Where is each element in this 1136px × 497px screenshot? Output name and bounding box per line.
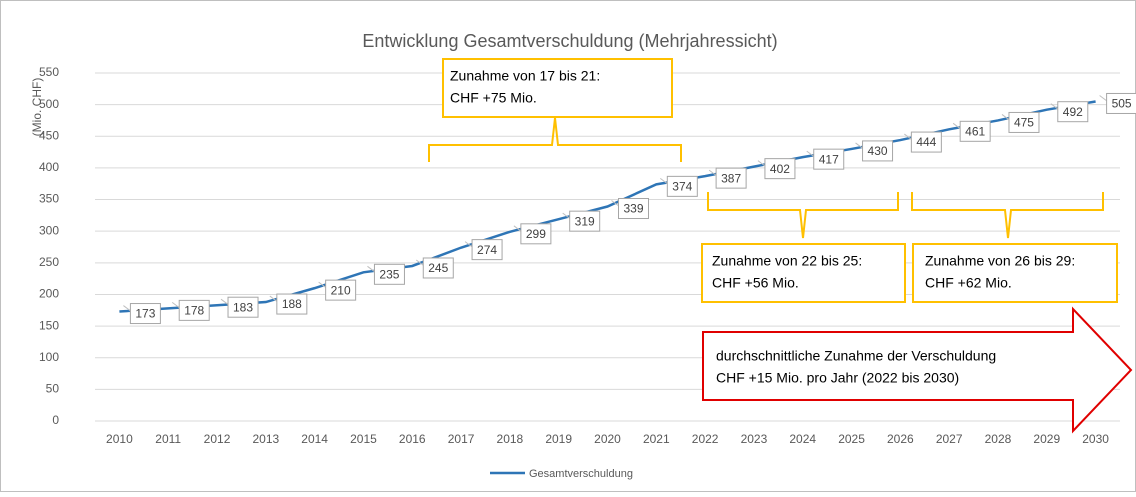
data-label: 319 [575,214,595,228]
x-tick-label: 2010 [106,432,133,446]
annotation-text: CHF +62 Mio. [925,275,1012,291]
data-label: 178 [184,304,204,318]
y-tick-label: 100 [39,350,59,364]
data-label-box [910,131,942,153]
x-tick-label: 2024 [789,432,816,446]
y-tick-label: 500 [39,97,59,111]
data-label-box [1057,101,1089,123]
x-tick-label: 2030 [1082,432,1109,446]
x-tick-label: 2018 [497,432,524,446]
data-label: 374 [672,180,692,194]
bracket [707,192,899,239]
y-tick-label: 300 [39,223,59,237]
data-label: 210 [331,283,351,297]
annotation-text: CHF +75 Mio. [450,90,537,106]
annotation-text: Zunahme von 26 bis 29: [925,253,1075,269]
x-tick-label: 2019 [545,432,572,446]
data-label: 461 [965,124,985,138]
x-tick-label: 2011 [155,432,181,446]
annotations: Zunahme von 17 bis 21: CHF +75 Mio. Zunahm… [428,58,1133,434]
chart-title: Entwicklung Gesamtverschuldung (Mehrjahr… [362,31,777,51]
data-label: 402 [770,162,790,176]
y-tick-label: 550 [39,65,59,79]
data-label: 299 [526,227,546,241]
data-label-box [569,210,601,232]
data-label-box [325,279,357,301]
data-label: 417 [819,152,839,166]
legend-label: Gesamtverschuldung [529,468,633,480]
data-label-box [520,223,552,245]
y-tick-label: 200 [39,287,59,301]
x-tick-label: 2028 [985,432,1012,446]
x-tick-label: 2025 [838,432,865,446]
data-label: 274 [477,243,497,257]
data-label-box [1106,92,1136,114]
x-tick-label: 2020 [594,432,621,446]
annotation-text: durchschnittliche Zunahme der Verschuldu… [716,348,996,364]
y-tick-label: 0 [52,413,59,427]
x-tick-label: 2016 [399,432,426,446]
data-label-box [227,296,259,318]
annotation-text: Zunahme von 22 bis 25: [712,253,862,269]
data-label-box [178,299,210,321]
data-label: 430 [868,144,888,158]
y-tick-label: 400 [39,160,59,174]
annotation-box [442,58,673,118]
y-axis-label: (Mio. CHF) [30,78,44,137]
data-label-box [1008,111,1040,133]
data-label-box [618,198,649,220]
annotation-text: CHF +56 Mio. [712,275,799,291]
data-label: 444 [916,135,936,149]
arrow [702,306,1133,434]
data-label: 475 [1014,116,1034,130]
data-label-box [422,257,454,279]
data-label-box [129,303,161,325]
bracket [911,192,1104,239]
annotation-text: CHF +15 Mio. pro Jahr (2022 bis 2030) [716,370,959,386]
plot: 173 178 183 188 210 235 245 274 299 319 339 374 387 4… [119,92,1136,325]
data-label-box [666,175,698,197]
data-label-box [715,167,747,189]
grid: 0 50 100 150 200 250 300 350 400 450 500 550 2010 201… [39,65,1120,446]
data-label: 387 [721,171,741,185]
x-tick-label: 2012 [204,432,231,446]
data-label-box [373,263,405,285]
annotation-box [701,243,906,303]
x-tick-label: 2029 [1033,432,1060,446]
data-label: 245 [428,261,448,275]
x-tick-label: 2021 [643,432,670,446]
data-label: 183 [233,300,253,314]
y-tick-label: 450 [39,128,59,142]
data-label-box [764,158,796,180]
y-tick-label: 350 [39,192,59,206]
x-tick-label: 2017 [448,432,475,446]
y-tick-label: 50 [46,382,60,396]
data-label-box [276,293,308,315]
data-label: 188 [282,297,302,311]
data-label: 339 [623,202,643,216]
data-label-box [959,120,991,142]
data-label: 505 [1112,97,1132,111]
x-tick-label: 2026 [887,432,914,446]
data-label: 492 [1063,105,1083,119]
x-tick-label: 2015 [350,432,377,446]
y-tick-label: 250 [39,255,59,269]
x-tick-label: 2013 [252,432,279,446]
annotation-text: Zunahme von 17 bis 21: [450,68,600,84]
x-tick-label: 2014 [301,432,328,446]
x-tick-label: 2027 [936,432,963,446]
y-tick-label: 150 [39,318,59,332]
data-label-box [862,140,894,162]
x-tick-label: 2023 [741,432,768,446]
data-label-box [471,239,503,261]
data-label-box [813,148,845,170]
data-label: 173 [135,307,155,321]
data-label: 235 [379,267,399,281]
annotation-box [912,243,1118,303]
x-tick-label: 2022 [692,432,719,446]
